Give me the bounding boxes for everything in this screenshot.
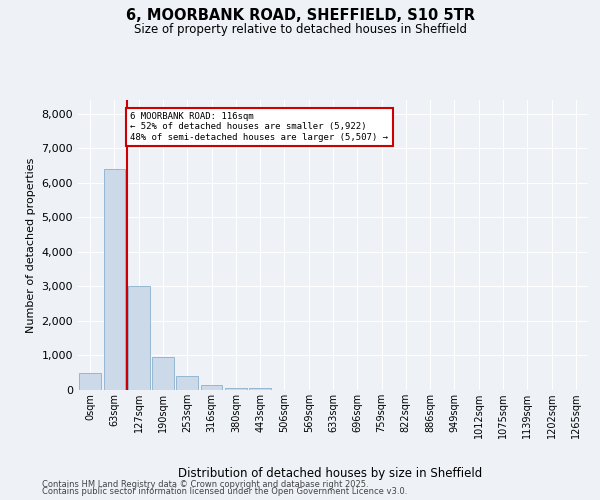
Text: Size of property relative to detached houses in Sheffield: Size of property relative to detached ho… — [133, 22, 467, 36]
Bar — [152, 357, 174, 390]
Bar — [104, 169, 125, 390]
Bar — [225, 388, 247, 390]
Bar — [176, 376, 198, 390]
Bar — [79, 373, 101, 390]
Text: Contains HM Land Registry data © Crown copyright and database right 2025.: Contains HM Land Registry data © Crown c… — [42, 480, 368, 489]
Text: 6, MOORBANK ROAD, SHEFFIELD, S10 5TR: 6, MOORBANK ROAD, SHEFFIELD, S10 5TR — [125, 8, 475, 22]
Text: Distribution of detached houses by size in Sheffield: Distribution of detached houses by size … — [178, 467, 482, 480]
Y-axis label: Number of detached properties: Number of detached properties — [26, 158, 36, 332]
Bar — [200, 385, 223, 390]
Bar — [128, 286, 149, 390]
Bar — [249, 388, 271, 390]
Text: 6 MOORBANK ROAD: 116sqm
← 52% of detached houses are smaller (5,922)
48% of semi: 6 MOORBANK ROAD: 116sqm ← 52% of detache… — [130, 112, 388, 142]
Text: Contains public sector information licensed under the Open Government Licence v3: Contains public sector information licen… — [42, 487, 407, 496]
